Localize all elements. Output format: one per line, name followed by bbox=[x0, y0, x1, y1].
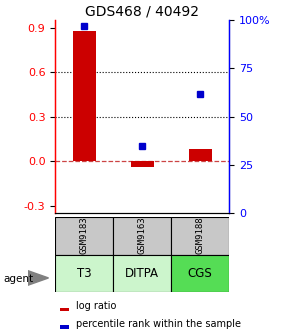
Text: DITPA: DITPA bbox=[125, 267, 159, 280]
Text: GSM9183: GSM9183 bbox=[79, 217, 89, 254]
Text: percentile rank within the sample: percentile rank within the sample bbox=[76, 319, 241, 329]
Text: log ratio: log ratio bbox=[76, 301, 117, 311]
Bar bbox=[113, 255, 171, 292]
Bar bbox=[72, 31, 96, 161]
Bar bbox=[60, 307, 69, 311]
Bar bbox=[55, 217, 113, 255]
Bar bbox=[113, 217, 171, 255]
Title: GDS468 / 40492: GDS468 / 40492 bbox=[85, 5, 199, 19]
Bar bbox=[60, 325, 69, 329]
Polygon shape bbox=[28, 270, 48, 285]
Bar bbox=[55, 255, 113, 292]
Text: T3: T3 bbox=[77, 267, 91, 280]
Bar bbox=[171, 255, 229, 292]
Text: agent: agent bbox=[3, 274, 33, 284]
Bar bbox=[188, 150, 212, 161]
Text: GSM9188: GSM9188 bbox=[195, 217, 205, 254]
Text: CGS: CGS bbox=[188, 267, 213, 280]
Bar bbox=[171, 217, 229, 255]
Bar bbox=[130, 161, 154, 167]
Text: GSM9163: GSM9163 bbox=[137, 217, 147, 254]
